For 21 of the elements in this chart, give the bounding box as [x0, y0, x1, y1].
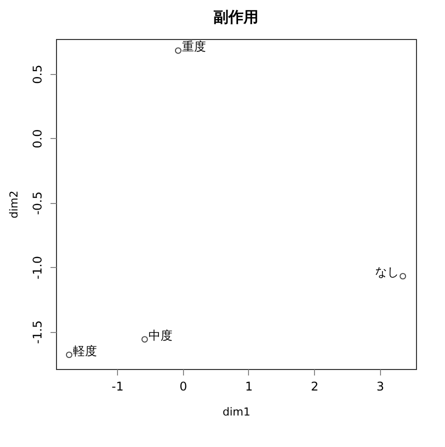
x-tick-label: 0: [179, 380, 188, 394]
y-tick-label: -1.0: [30, 256, 44, 280]
x-tick-label: 1: [245, 380, 253, 394]
series-label: 重度: [182, 40, 206, 54]
y-axis-title: dim2: [8, 190, 20, 218]
point: [400, 272, 406, 280]
point: [141, 336, 148, 343]
y-tick-label: 0.5: [30, 64, 44, 84]
x-axis-title: dim1: [222, 406, 250, 418]
x-tick-label: 2: [310, 380, 318, 394]
chart-title: 副作用: [214, 8, 258, 26]
x-tick-label: 3: [376, 380, 384, 394]
series-label: 中度: [148, 328, 173, 342]
series-label: 軽度: [73, 344, 98, 358]
x-tick-label: -1: [112, 380, 124, 394]
y-tick-label: 0.0: [30, 129, 44, 148]
point: [66, 352, 72, 358]
point: [174, 47, 182, 54]
series-label: なし: [374, 265, 399, 280]
y-tick-label: -0.5: [30, 192, 44, 215]
y-tick-label: -1.5: [30, 320, 44, 344]
